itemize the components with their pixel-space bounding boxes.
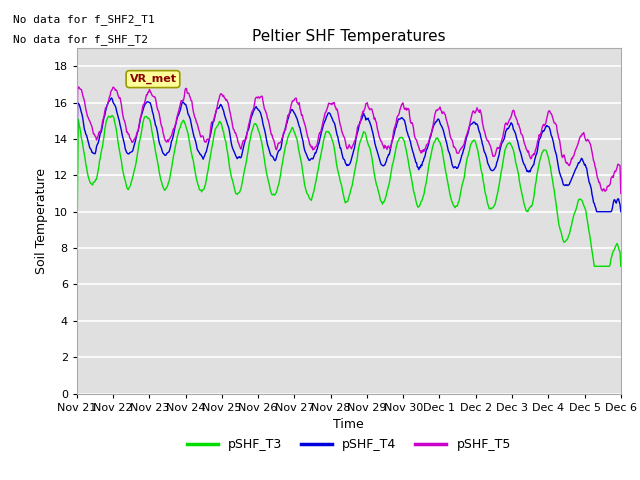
Legend: pSHF_T3, pSHF_T4, pSHF_T5: pSHF_T3, pSHF_T4, pSHF_T5 (182, 433, 516, 456)
Text: VR_met: VR_met (129, 74, 177, 84)
X-axis label: Time: Time (333, 418, 364, 431)
Y-axis label: Soil Temperature: Soil Temperature (35, 168, 48, 274)
Text: No data for f_SHF_T2: No data for f_SHF_T2 (13, 34, 148, 45)
Title: Peltier SHF Temperatures: Peltier SHF Temperatures (252, 29, 445, 44)
Text: No data for f_SHF2_T1: No data for f_SHF2_T1 (13, 14, 154, 25)
